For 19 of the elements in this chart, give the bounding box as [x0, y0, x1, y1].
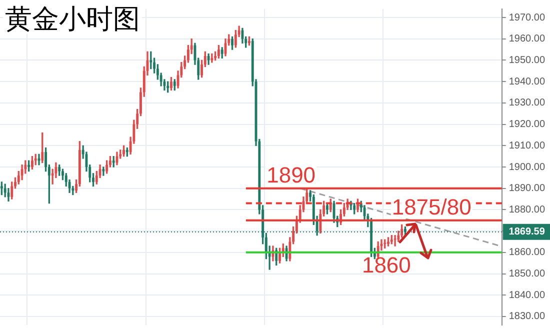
y-tick-label: 1910.00: [508, 140, 546, 152]
y-tick-label: 1890.00: [508, 183, 546, 194]
y-tick-label: 1950.00: [508, 54, 546, 66]
y-tick-label: 1970.00: [508, 12, 546, 24]
y-tick-label: 1960.00: [508, 34, 546, 45]
ref-line-label: 1875/80: [392, 194, 472, 220]
y-tick-label: 1940.00: [508, 76, 546, 88]
y-tick-label: 1830.00: [508, 311, 546, 322]
y-tick-label: 1930.00: [508, 98, 546, 109]
ref-line-label: 1869.59: [508, 226, 546, 238]
chart-title: 黄金小时图: [3, 4, 142, 34]
y-tick-label: 1920.00: [508, 119, 546, 130]
y-tick-label: 1850.00: [508, 268, 546, 280]
y-tick-label: 1860.00: [508, 247, 546, 258]
ref-line-label: 1890: [266, 162, 316, 188]
y-tick-label: 1880.00: [508, 204, 546, 216]
y-tick-label: 1840.00: [508, 290, 546, 301]
ref-line-label: 1860: [362, 252, 411, 278]
y-tick-label: 1900.00: [508, 162, 546, 173]
